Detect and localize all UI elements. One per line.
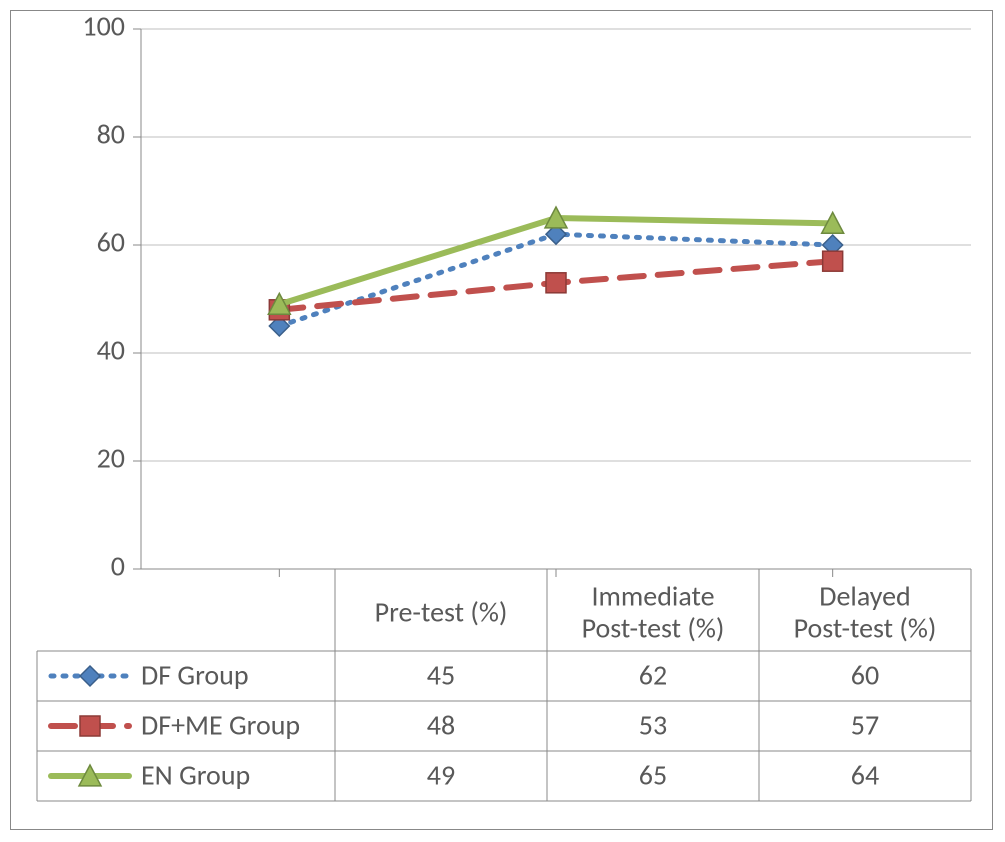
chart-frame: 020406080100Pre-test (%)ImmediatePost-te…: [10, 10, 993, 830]
data-cell: 65: [639, 758, 667, 793]
data-cell: 60: [851, 658, 879, 693]
series-1: [269, 251, 842, 320]
data-cell: 49: [427, 758, 455, 793]
data-cell: 48: [427, 708, 455, 743]
ytick-label: 0: [111, 549, 125, 584]
legend-label: DF Group: [141, 658, 249, 693]
ytick-label: 100: [82, 11, 125, 44]
data-cell: 62: [639, 658, 667, 693]
category-label: Post-test (%): [794, 610, 937, 645]
category-label: Immediate: [591, 578, 714, 613]
category-label: Post-test (%): [582, 610, 725, 645]
data-cell: 53: [639, 708, 667, 743]
legend-swatch: [51, 765, 129, 786]
category-label: Delayed: [819, 578, 910, 613]
line-chart: 020406080100Pre-test (%)ImmediatePost-te…: [11, 11, 994, 831]
chart-plot-wrap: 020406080100Pre-test (%)ImmediatePost-te…: [11, 11, 992, 831]
ytick-label: 40: [97, 333, 125, 368]
ytick-label: 20: [97, 441, 125, 476]
ytick-label: 60: [97, 225, 125, 260]
ytick-label: 80: [97, 117, 125, 152]
category-label: Pre-test (%): [375, 594, 508, 629]
data-cell: 45: [427, 658, 455, 693]
legend-label: EN Group: [141, 758, 250, 793]
series-2: [268, 207, 843, 314]
data-cell: 57: [851, 708, 879, 743]
data-cell: 64: [851, 758, 879, 793]
legend-swatch: [51, 666, 129, 686]
legend-swatch: [51, 716, 129, 736]
legend-label: DF+ME Group: [141, 708, 300, 743]
